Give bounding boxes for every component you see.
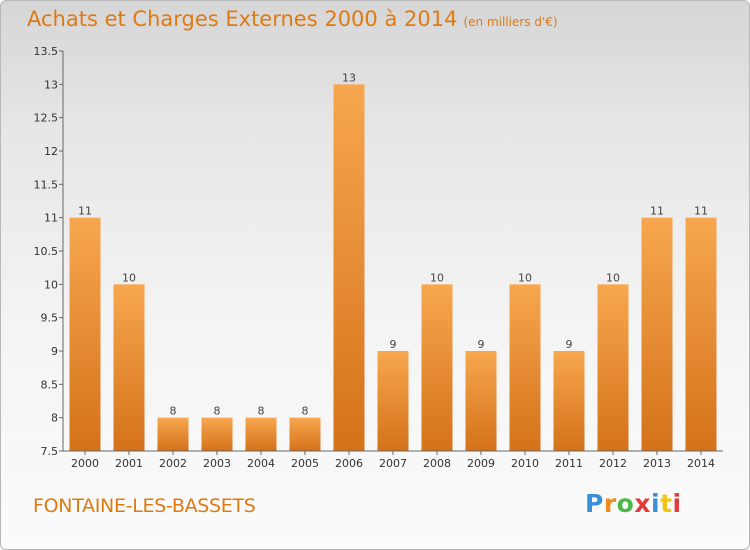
- x-tick-label: 2005: [291, 457, 319, 470]
- bar: [157, 417, 189, 451]
- bar-value-label: 8: [170, 405, 177, 418]
- bar-value-label: 9: [390, 338, 397, 351]
- y-tick-label: 12.5: [34, 112, 59, 125]
- logo-letter: i: [672, 489, 682, 518]
- bar: [201, 417, 233, 451]
- bar: [465, 351, 497, 451]
- y-tick-label: 8.5: [41, 378, 59, 391]
- bar-value-label: 10: [606, 271, 620, 284]
- bar-value-label: 10: [430, 271, 444, 284]
- x-tick-label: 2003: [203, 457, 231, 470]
- x-tick-label: 2011: [555, 457, 583, 470]
- y-tick-label: 12: [44, 145, 58, 158]
- chart-title-text: Achats et Charges Externes 2000 à 2014: [27, 7, 458, 31]
- bar: [333, 84, 365, 451]
- bar: [113, 284, 145, 451]
- y-tick-label: 13: [44, 78, 58, 91]
- bar-value-label: 8: [214, 405, 221, 418]
- bar-value-label: 10: [518, 271, 532, 284]
- bar-value-label: 10: [122, 271, 136, 284]
- bar-value-label: 9: [478, 338, 485, 351]
- y-tick-label: 10: [44, 278, 58, 291]
- x-tick-label: 2008: [423, 457, 451, 470]
- x-tick-label: 2009: [467, 457, 495, 470]
- y-tick-label: 10.5: [34, 245, 59, 258]
- chart-title: Achats et Charges Externes 2000 à 2014 (e…: [27, 7, 558, 31]
- logo-letter: o: [616, 489, 635, 518]
- y-tick-label: 7.5: [41, 445, 59, 458]
- chart-unit-note: (en milliers d'€): [463, 15, 558, 29]
- logo-letter: x: [634, 489, 651, 518]
- logo-letter: t: [660, 489, 673, 518]
- bar: [377, 351, 409, 451]
- bar: [289, 417, 321, 451]
- bar: [685, 217, 717, 451]
- bar-value-label: 11: [650, 205, 664, 218]
- bar-value-label: 13: [342, 71, 356, 84]
- bar: [553, 351, 585, 451]
- x-tick-label: 2004: [247, 457, 275, 470]
- bar: [421, 284, 453, 451]
- bar: [245, 417, 277, 451]
- x-tick-label: 2001: [115, 457, 143, 470]
- bar: [69, 217, 101, 451]
- logo-letter: r: [603, 489, 617, 518]
- y-tick-label: 8: [51, 412, 58, 425]
- bar: [509, 284, 541, 451]
- place-name: FONTAINE-LES-BASSETS: [33, 495, 256, 517]
- x-tick-label: 2007: [379, 457, 407, 470]
- x-tick-label: 2006: [335, 457, 363, 470]
- x-tick-label: 2010: [511, 457, 539, 470]
- x-tick-label: 2002: [159, 457, 187, 470]
- y-tick-label: 11.5: [34, 178, 59, 191]
- x-tick-label: 2000: [71, 457, 99, 470]
- x-tick-label: 2012: [599, 457, 627, 470]
- bar-value-label: 9: [566, 338, 573, 351]
- bar: [597, 284, 629, 451]
- bar-value-label: 11: [78, 205, 92, 218]
- bar-value-label: 11: [694, 205, 708, 218]
- y-tick-label: 11: [44, 212, 58, 225]
- proxiti-logo: Proxiti: [585, 489, 682, 518]
- y-tick-label: 9: [51, 345, 58, 358]
- bar-value-label: 8: [302, 405, 309, 418]
- x-tick-label: 2013: [643, 457, 671, 470]
- logo-letter: i: [651, 489, 661, 518]
- bar: [641, 217, 673, 451]
- x-tick-label: 2014: [687, 457, 715, 470]
- logo-letter: P: [585, 489, 604, 518]
- bar-value-label: 8: [258, 405, 265, 418]
- y-tick-label: 9.5: [41, 312, 59, 325]
- y-tick-label: 13.5: [34, 45, 59, 58]
